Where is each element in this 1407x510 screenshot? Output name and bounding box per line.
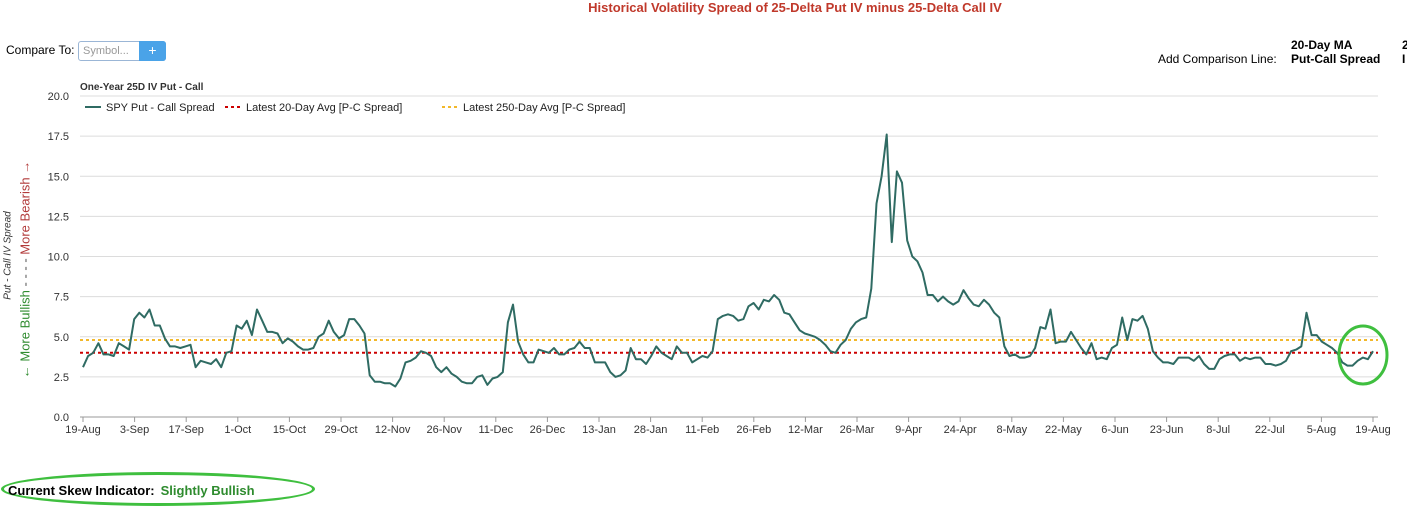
skew-indicator-label: Current Skew Indicator:	[8, 483, 155, 498]
chart-title: One-Year 25D IV Put - Call	[80, 82, 204, 93]
legend-label: SPY Put - Call Spread	[106, 102, 215, 114]
spy-spread-line	[82, 133, 1374, 388]
edge-text-2: I	[1402, 52, 1406, 66]
x-tick-label: 13-Jan	[582, 424, 616, 436]
y-tick-label: 10.0	[48, 252, 69, 264]
x-tick-label: 22-May	[1045, 424, 1082, 436]
x-tick-label: 22-Jul	[1255, 424, 1285, 436]
y-tick-label: 20.0	[48, 91, 69, 103]
x-tick-label: 19-Aug	[1355, 424, 1390, 436]
x-tick-label: 26-Mar	[840, 424, 875, 436]
y-tick-label: 12.5	[48, 211, 69, 223]
x-tick-label: 29-Oct	[324, 424, 357, 436]
x-tick-label: 23-Jun	[1150, 424, 1184, 436]
legend-label: Latest 250-Day Avg [P-C Spread]	[463, 102, 625, 114]
x-tick-label: 6-Jun	[1101, 424, 1129, 436]
indicator-highlight-ellipse	[1, 472, 315, 506]
x-tick-labels: 19-Aug 3-Sep 17-Sep 1-Oct 15-Oct 29-Oct 12-Nov…	[65, 417, 1391, 436]
y-tick-label: 2.5	[54, 372, 69, 384]
x-tick-label: 26-Dec	[530, 424, 566, 436]
series-layer	[82, 133, 1374, 388]
x-tick-label: 8-Jul	[1206, 424, 1230, 436]
x-tick-label: 17-Sep	[168, 424, 203, 436]
highlight-circle	[1337, 324, 1389, 386]
x-tick-label: 8-May	[997, 424, 1028, 436]
y-tick-labels: 0.0 2.5 5.0 7.5 10.0 12.5 15.0 17.5 20.0	[48, 91, 69, 424]
x-tick-label: 9-Apr	[895, 424, 922, 436]
y-tick-label: 17.5	[48, 131, 69, 143]
y-tick-label: 5.0	[54, 332, 69, 344]
skew-indicator-value: Slightly Bullish	[160, 483, 255, 498]
legend-label: Latest 20-Day Avg [P-C Spread]	[246, 102, 402, 114]
x-tick-label: 26-Nov	[426, 424, 462, 436]
compare-label: Compare To:	[6, 43, 75, 57]
x-tick-label: 12-Mar	[788, 424, 823, 436]
grid-lines	[80, 95, 1378, 418]
x-tick-label: 11-Dec	[478, 424, 513, 436]
x-tick-label: 11-Feb	[685, 424, 719, 436]
comparison-line-select[interactable]: Put-Call Spread	[1291, 52, 1381, 66]
x-tick-label: 28-Jan	[634, 424, 668, 436]
compare-symbol-placeholder: Symbol...	[83, 45, 129, 57]
x-tick-label: 26-Feb	[736, 424, 771, 436]
average-lines	[80, 338, 1378, 354]
x-tick-label: 1-Oct	[224, 424, 251, 436]
page-title: Historical Volatility Spread of 25-Delta…	[588, 0, 1002, 15]
x-tick-label: 3-Sep	[120, 424, 149, 436]
chart-legend: SPY Put - Call Spread Latest 20-Day Avg […	[85, 102, 625, 114]
compare-symbol-input[interactable]: Symbol... +	[78, 41, 166, 61]
skew-indicator: Current Skew Indicator: Slightly Bullish	[8, 483, 255, 498]
y-tick-label: 7.5	[54, 292, 69, 304]
edge-text-1: 2	[1402, 38, 1407, 52]
ma-label[interactable]: 20-Day MA	[1291, 38, 1353, 52]
add-compare-button[interactable]: +	[139, 41, 166, 61]
x-tick-label: 19-Aug	[65, 424, 100, 436]
add-comparison-label: Add Comparison Line:	[1158, 52, 1277, 66]
x-tick-label: 5-Aug	[1307, 424, 1336, 436]
x-tick-label: 12-Nov	[375, 424, 411, 436]
x-tick-label: 15-Oct	[273, 424, 306, 436]
y-tick-label: 0.0	[54, 412, 69, 424]
x-tick-label: 24-Apr	[944, 424, 977, 436]
y-tick-label: 15.0	[48, 171, 69, 183]
